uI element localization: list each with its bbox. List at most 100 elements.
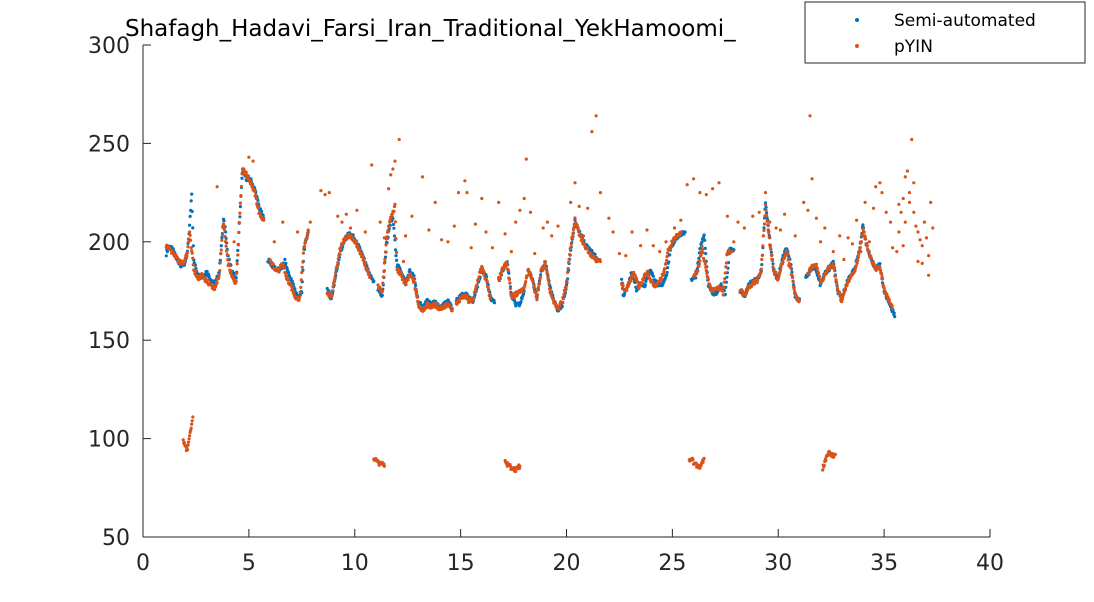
x-tick-label: 20 [553, 551, 581, 576]
data-point [704, 193, 708, 197]
data-point [867, 240, 871, 244]
data-point [217, 273, 221, 277]
data-point [458, 300, 462, 304]
data-point [237, 230, 241, 235]
data-point [765, 219, 769, 223]
data-point [401, 259, 406, 264]
data-point [661, 272, 666, 276]
data-point [769, 253, 774, 257]
data-point [383, 257, 387, 261]
data-point [449, 306, 453, 310]
data-point [787, 257, 791, 261]
data-point [580, 238, 585, 242]
data-point [621, 284, 625, 288]
series-pyin [164, 114, 935, 474]
data-point [732, 248, 736, 252]
data-point [503, 232, 507, 236]
x-tick-label: 30 [764, 551, 792, 576]
data-point [732, 240, 736, 244]
data-point [855, 261, 859, 265]
data-point [724, 261, 729, 265]
data-point [567, 260, 571, 265]
data-point [186, 245, 190, 249]
data-point [767, 236, 771, 240]
data-point [290, 285, 294, 290]
data-point [721, 289, 725, 293]
data-point [647, 273, 651, 277]
data-point [546, 279, 551, 283]
data-point [698, 191, 702, 195]
data-point [571, 232, 575, 236]
data-point [778, 268, 783, 273]
data-point [388, 218, 392, 222]
data-point [586, 206, 590, 210]
data-point [573, 181, 577, 185]
data-point [858, 246, 862, 250]
x-tick-label: 35 [870, 551, 898, 576]
data-point [565, 278, 569, 282]
data-point [247, 155, 251, 159]
data-point [393, 202, 397, 206]
data-point [165, 250, 169, 254]
data-point [863, 234, 867, 238]
data-point [536, 288, 540, 292]
data-point [575, 223, 579, 227]
data-point [762, 222, 767, 226]
data-point [238, 215, 242, 219]
data-point [238, 211, 242, 215]
x-tick-label: 10 [341, 551, 369, 576]
data-point [765, 211, 769, 215]
data-point [302, 244, 307, 249]
data-point [722, 280, 726, 284]
data-point [301, 251, 305, 255]
data-point [465, 294, 470, 299]
data-point [665, 270, 669, 275]
data-point [415, 295, 419, 299]
data-point [763, 203, 768, 207]
data-point [854, 264, 858, 268]
data-point [393, 159, 397, 163]
data-point [589, 251, 593, 255]
data-point [292, 290, 296, 294]
data-point [850, 242, 855, 246]
data-point [357, 248, 362, 252]
data-point [185, 250, 190, 254]
data-point [395, 250, 399, 254]
data-point [507, 271, 511, 275]
data-point [440, 238, 444, 242]
data-point [446, 240, 450, 244]
data-point [545, 270, 549, 274]
data-point [220, 238, 224, 242]
data-point [637, 286, 641, 290]
data-point [237, 220, 241, 225]
data-point [679, 218, 683, 222]
data-point [218, 261, 222, 265]
data-point [863, 200, 867, 204]
data-point [756, 278, 760, 283]
data-point [490, 246, 494, 250]
data-point [640, 281, 644, 285]
data-point [778, 228, 783, 232]
data-point [336, 214, 340, 218]
data-point [824, 271, 829, 275]
data-point [392, 209, 396, 213]
data-point [806, 208, 810, 212]
data-point [465, 191, 469, 195]
data-point [833, 452, 838, 456]
data-point [702, 456, 706, 460]
data-point [348, 226, 353, 230]
data-point [507, 277, 511, 282]
data-point [486, 286, 490, 290]
data-point [702, 233, 706, 237]
data-point [190, 192, 194, 196]
data-point [848, 276, 852, 280]
data-point [703, 259, 707, 263]
data-point [569, 200, 573, 204]
data-point [766, 228, 770, 232]
data-point [797, 299, 802, 303]
data-point [838, 291, 842, 295]
data-point [736, 220, 740, 224]
data-point [696, 269, 700, 273]
data-point [339, 245, 343, 249]
